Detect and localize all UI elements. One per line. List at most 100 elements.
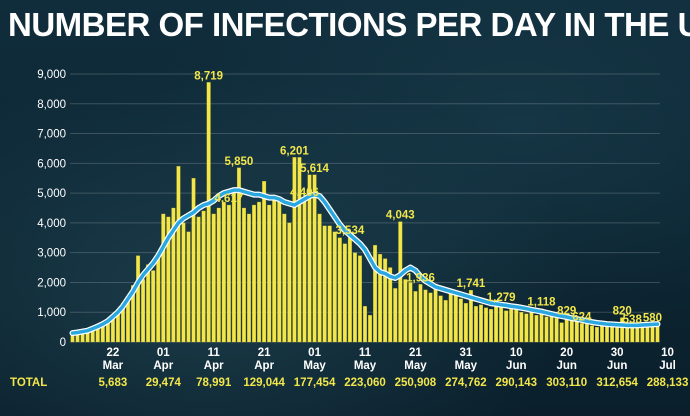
bar xyxy=(221,201,226,343)
bar xyxy=(620,317,625,343)
bar xyxy=(161,213,166,343)
bar xyxy=(216,207,221,343)
bar xyxy=(589,325,594,343)
bar xyxy=(252,204,257,343)
bar xyxy=(504,310,509,343)
x-tick-month: Jun xyxy=(506,360,526,372)
bar xyxy=(196,216,201,343)
bar xyxy=(564,317,569,343)
total-value: 78,991 xyxy=(196,377,232,389)
bar xyxy=(544,316,549,343)
bar xyxy=(297,157,302,343)
x-tick-month: May xyxy=(303,360,326,372)
bar xyxy=(484,307,488,343)
x-tick-month: Apr xyxy=(153,360,173,372)
bar xyxy=(383,258,388,343)
data-label: 1,279 xyxy=(487,292,516,304)
bar xyxy=(494,300,499,343)
x-tick-month: May xyxy=(455,360,478,372)
bar xyxy=(534,315,539,343)
total-value: 312,654 xyxy=(596,377,638,389)
bar xyxy=(272,195,277,343)
data-label: 538 xyxy=(623,314,643,326)
data-label: 5,614 xyxy=(300,163,329,175)
data-label: 820 xyxy=(613,306,632,318)
bar xyxy=(181,222,186,343)
bar xyxy=(136,255,141,343)
data-label: 6,201 xyxy=(280,145,309,157)
x-tick-day: 11 xyxy=(208,347,221,359)
y-tick-label: 0 xyxy=(60,337,66,349)
y-tick-label: 5,000 xyxy=(37,188,66,200)
bar xyxy=(418,284,423,343)
bar xyxy=(595,326,599,343)
total-value: 177,454 xyxy=(294,377,336,389)
x-tick-month: Apr xyxy=(254,360,274,372)
data-label: 8,719 xyxy=(194,70,223,82)
bar xyxy=(443,300,448,343)
bar xyxy=(448,289,453,343)
bar xyxy=(579,323,584,343)
total-value: 29,474 xyxy=(146,377,182,389)
x-tick-month: Jun xyxy=(556,360,576,372)
bar xyxy=(267,204,272,343)
bar xyxy=(655,324,660,343)
y-tick-label: 9,000 xyxy=(37,69,66,81)
bar xyxy=(151,270,156,343)
y-tick-label: 2,000 xyxy=(37,277,66,289)
bar xyxy=(206,82,211,343)
bar xyxy=(458,298,463,343)
x-tick-month: Jun xyxy=(607,360,627,372)
total-value: 223,060 xyxy=(344,377,386,389)
bar xyxy=(519,312,524,343)
bar xyxy=(327,225,332,343)
bar xyxy=(408,282,413,343)
total-value: 274,762 xyxy=(445,377,487,389)
bar xyxy=(509,309,514,343)
data-label: 1,936 xyxy=(406,272,435,284)
data-label: 4,406 xyxy=(290,187,319,199)
bar xyxy=(191,178,196,343)
bar xyxy=(156,258,161,343)
bar xyxy=(352,252,357,343)
bar xyxy=(75,334,80,343)
bar xyxy=(201,210,206,343)
bar xyxy=(630,325,635,343)
bar xyxy=(176,166,181,343)
x-tick-month: May xyxy=(404,360,427,372)
totals-label: TOTAL xyxy=(10,377,47,389)
data-label: 5,850 xyxy=(225,156,254,168)
bar xyxy=(388,267,393,343)
bar xyxy=(166,216,171,343)
bar xyxy=(171,207,176,343)
bar xyxy=(499,303,504,343)
bar xyxy=(141,279,146,343)
x-tick-day: 01 xyxy=(157,347,170,359)
data-label: 1,118 xyxy=(527,297,556,309)
total-value: 288,133 xyxy=(647,377,689,389)
bar xyxy=(146,264,151,343)
data-label: 624 xyxy=(572,311,592,323)
bar xyxy=(398,221,403,343)
total-value: 303,110 xyxy=(546,377,587,389)
bar xyxy=(226,204,231,343)
bar xyxy=(393,288,398,343)
x-tick-day: 20 xyxy=(560,347,573,359)
bar xyxy=(211,213,216,343)
bar xyxy=(584,323,589,343)
bar xyxy=(479,304,483,343)
bar xyxy=(403,279,408,343)
x-tick-day: 21 xyxy=(409,347,422,359)
x-tick-month: May xyxy=(354,360,377,372)
bar xyxy=(574,321,579,343)
bar xyxy=(428,292,433,343)
bar xyxy=(453,294,458,343)
bar xyxy=(317,213,322,343)
data-label: 829 xyxy=(557,305,576,317)
data-label: 4,043 xyxy=(386,210,415,222)
bar xyxy=(302,198,307,343)
bar xyxy=(257,201,262,343)
x-tick-day: 11 xyxy=(359,347,372,359)
bar xyxy=(468,290,473,343)
y-tick-label: 8,000 xyxy=(37,99,66,111)
